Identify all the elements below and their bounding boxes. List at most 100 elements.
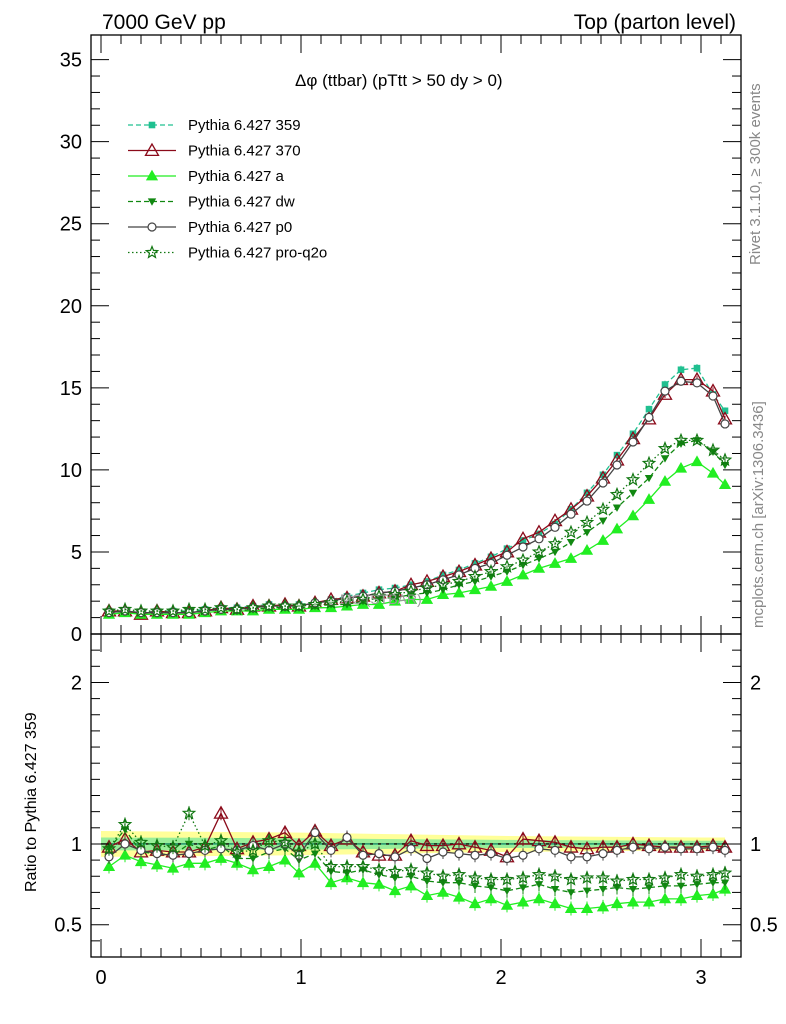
ratio-point: [310, 828, 320, 838]
main-point: [644, 474, 654, 483]
ratio-point: [323, 858, 339, 873]
main-point: [642, 493, 656, 504]
main-point: [641, 455, 657, 470]
ratio-point: [387, 863, 403, 878]
main-point: [598, 478, 608, 488]
main-line-sq2o: [108, 439, 726, 612]
ratio-point: [676, 844, 686, 854]
ratio-point: [452, 890, 466, 902]
ratio-point: [595, 870, 611, 885]
legend: Pythia 6.427 359 Pythia 6.427 370 Pythia 6…: [128, 117, 327, 262]
main-point: [612, 460, 622, 470]
main-point: [339, 593, 355, 608]
main-point: [484, 580, 498, 591]
ratio-point: [674, 892, 688, 904]
ratio-point: [499, 871, 515, 886]
ghost-text: MC (STBAR): [340, 591, 422, 607]
ratio-line-sdw: [108, 828, 725, 894]
main-point: [629, 430, 637, 438]
main-point: [660, 386, 670, 396]
ratio-point: [166, 861, 180, 873]
main-point: [291, 598, 307, 613]
main-point: [610, 522, 624, 534]
ratio-y-tick-label-right: 2: [750, 672, 761, 694]
ratio-y-label: Ratio to Pythia 6.427 359: [23, 712, 40, 892]
main-y-tick-label: 30: [60, 132, 82, 154]
main-point: [628, 437, 638, 447]
main-point: [519, 537, 527, 544]
x-tick-label: 3: [695, 967, 706, 989]
ratio-frame: [90, 633, 742, 958]
ratio-point: [403, 862, 419, 876]
ratio-point: [454, 849, 464, 859]
ratio-point: [612, 845, 622, 856]
ratio-y-tick-label: 2: [71, 672, 82, 694]
main-y-tick-label: 5: [71, 542, 82, 564]
ratio-point: [198, 857, 212, 868]
main-point: [372, 598, 386, 609]
ratio-ticks: 0.5 0.5 1 1 2 2 0 1 2 3: [54, 634, 778, 989]
ratio-point: [708, 842, 718, 852]
main-point: [550, 522, 560, 532]
legend-entry-s359: Pythia 6.427 359: [128, 117, 301, 134]
ratio-point: [184, 840, 194, 849]
main-point: [468, 583, 482, 595]
ratio-y-tick-label: 0.5: [54, 915, 82, 937]
main-point: [673, 432, 689, 447]
ratio-point: [422, 877, 432, 886]
main-line-sa: [108, 460, 726, 615]
ratio-point: [150, 858, 164, 870]
ratio-point: [548, 897, 562, 909]
main-point: [531, 544, 547, 559]
ratio-point: [547, 868, 563, 883]
main-point: [644, 412, 654, 422]
ratio-point: [566, 889, 576, 897]
ratio-point: [692, 844, 702, 854]
main-point: [245, 600, 261, 614]
main-point: [692, 378, 702, 388]
ratio-series-sq2o: [101, 805, 733, 889]
ratio-point: [706, 887, 720, 899]
main-point: [436, 588, 450, 600]
ratio-panel: 0.5 0.5 1 1 2 2 0 1 2 3 Ratio to Pythia 6.427 359: [23, 633, 778, 989]
main-ticks: 0 5 10 15 20 25 30 35: [60, 35, 741, 646]
ratio-point: [248, 855, 258, 863]
main-point: [419, 580, 435, 595]
ratio-point: [564, 902, 578, 913]
ratio-point: [531, 866, 547, 881]
ratio-point: [468, 897, 482, 909]
ratio-point: [596, 900, 610, 912]
ratio-point: [470, 850, 480, 860]
ratio-point: [404, 879, 418, 891]
main-point: [455, 566, 463, 574]
main-point: [677, 366, 685, 374]
main-point: [197, 601, 213, 616]
main-point: [451, 573, 467, 588]
ratio-point: [582, 852, 592, 862]
ratio-point: [500, 899, 514, 910]
main-line-s370: [109, 378, 726, 615]
main-series-sq2o: [101, 432, 733, 618]
ratio-point: [644, 884, 654, 892]
main-point: [406, 591, 416, 599]
main-point: [598, 517, 608, 525]
main-point: [720, 419, 730, 429]
ratio-point: [324, 876, 338, 888]
ratio-point: [516, 895, 530, 907]
main-series-layer: [101, 364, 733, 620]
main-point: [486, 558, 496, 569]
ratio-point: [165, 839, 181, 854]
ratio-point: [355, 858, 371, 873]
ratio-point: [625, 871, 641, 886]
ratio-point: [438, 847, 448, 857]
legend-entry-sdw: Pythia 6.427 dw: [128, 194, 295, 211]
ratio-line-sq2o: [108, 811, 726, 882]
ratio-point: [563, 871, 579, 886]
main-point: [503, 545, 511, 552]
ratio-point: [579, 870, 595, 885]
ratio-point: [308, 857, 322, 868]
ratio-series-sp0: [104, 825, 730, 866]
ratio-y-tick-label-right: 1: [750, 834, 761, 856]
ratio-point: [435, 868, 451, 883]
legend-marker: [147, 198, 157, 206]
